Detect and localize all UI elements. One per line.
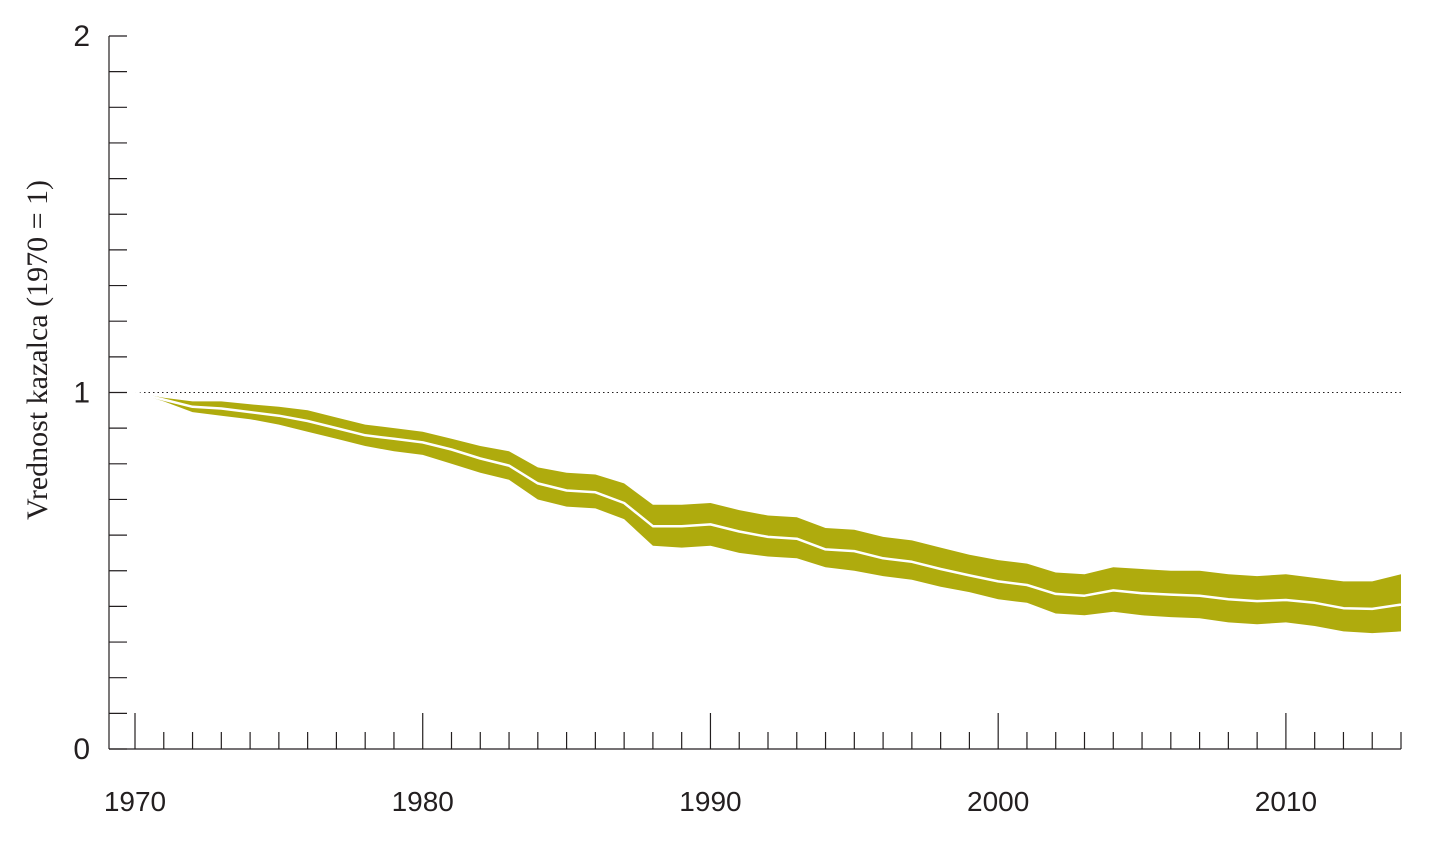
- x-tick-label: 1980: [392, 786, 454, 817]
- index-line: [134, 391, 1402, 611]
- y-tick-label: 0: [73, 733, 90, 766]
- axes: 0 1 2 1970 1980 1990 2000 2010: [73, 20, 1402, 817]
- x-tick-label: 2000: [967, 786, 1029, 817]
- confidence-band: [135, 392, 1401, 634]
- x-tick-label: 1990: [679, 786, 741, 817]
- confidence-band-layer: [135, 392, 1401, 634]
- y-axis-title: Vrednost kazalca (1970 = 1): [21, 180, 54, 520]
- y-tick-label: 1: [73, 377, 90, 410]
- x-tick-label: 2010: [1255, 786, 1317, 817]
- index-line-layer: [134, 391, 1402, 611]
- y-tick-label: 2: [73, 20, 90, 53]
- x-tick-label: 1970: [104, 786, 166, 817]
